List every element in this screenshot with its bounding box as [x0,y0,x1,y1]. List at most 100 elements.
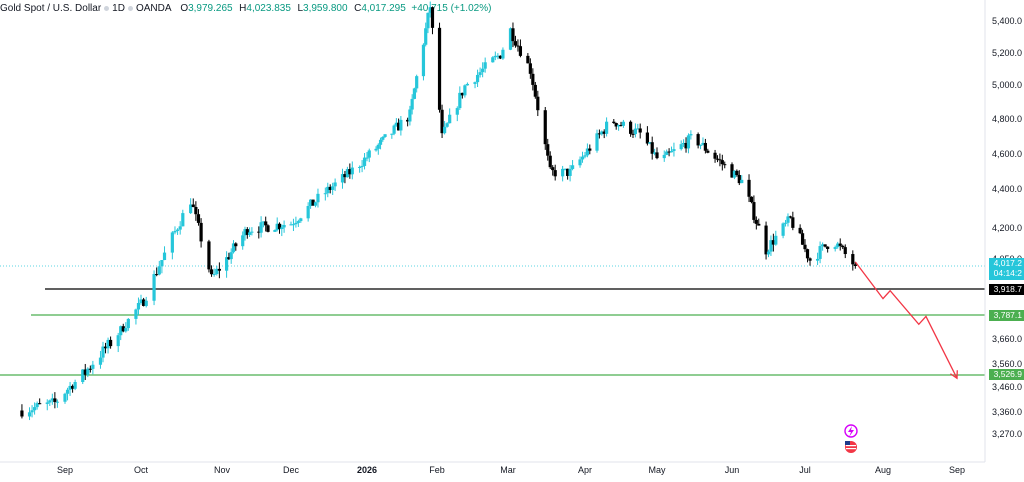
candle-body [595,133,599,151]
candle-body [175,229,180,231]
candle-body [106,339,110,349]
candle-body [570,165,575,169]
candle-body [259,222,263,233]
flag-canton [845,441,850,445]
candle-body [294,222,298,225]
candle-body [289,224,293,226]
candle-body [536,96,540,111]
candle-body [483,62,487,69]
candle-body [491,57,495,63]
candle-body [478,72,482,75]
candle-body [266,225,270,232]
candle-body [689,134,693,136]
candle-body [648,142,652,144]
candle-body [277,223,282,230]
candle-body [231,243,236,253]
candle-body [81,369,85,382]
candle-body [501,49,505,59]
candle-body [612,121,616,124]
candle-body [833,247,837,249]
projection-arrowhead [950,370,958,380]
candle-body [196,214,201,223]
candle-body [71,385,75,389]
candle-body [803,244,807,250]
candle-body [740,179,744,184]
candle-body [465,83,470,86]
candle-body [696,134,700,146]
candle-body [713,152,717,159]
candle-body [313,202,318,206]
candle-body [142,299,146,306]
candle-body [629,121,633,134]
last-price: 4,017.2 [993,258,1022,268]
candle-body [838,243,842,246]
lightning-glyph [848,426,854,437]
candle-body [548,155,552,168]
interval[interactable]: 1D [112,3,125,14]
candle-body [45,402,49,404]
candle-body [328,186,332,190]
candle-body [345,169,349,178]
axis-separator [0,0,986,463]
candle-body [27,412,32,417]
candle-body [458,92,462,109]
candle-body [68,385,72,390]
candle-body [440,109,444,134]
candle-body [410,98,414,110]
candle-body [243,229,247,236]
candle-body [408,109,412,122]
candle-body [791,217,795,228]
flag-stripe [846,448,856,450]
candle-body [306,206,310,219]
horizontal-levels [0,265,985,376]
candle-body [735,170,739,175]
candle-body [323,193,327,195]
candle-body [718,159,722,161]
candle-body [48,400,52,403]
candle-body [473,82,477,84]
candle-body [296,221,300,223]
candle-body [585,148,589,156]
candle-body [430,7,435,28]
candle-body [191,204,195,207]
candle-body [614,123,618,127]
candle-body [786,216,790,223]
candle-body [412,88,417,99]
candle-body [602,131,606,134]
candle-body [116,335,120,347]
candle-body [723,164,727,166]
symbol-name[interactable]: Gold Spot / U.S. Dollar [0,3,102,14]
candle-body [672,149,676,152]
y-tick-label: 5,400.0 [992,16,1023,26]
candle-body [55,401,59,403]
candle-body [645,132,649,144]
candle-body [383,134,387,137]
candle-body [248,232,252,235]
x-tick-label: May [648,465,666,475]
candle-body [851,254,855,265]
candle-body [126,318,130,329]
candle-body [257,231,261,233]
candle-body [426,12,430,29]
candle-body [826,246,830,249]
candle-body [600,131,604,135]
candle-body [280,227,284,230]
candle-body [65,389,70,394]
candle-body [155,274,159,276]
candle-body [365,157,369,159]
candle-body [526,55,530,64]
flag-stripe [846,445,856,447]
candle-body [437,27,442,110]
candle-body [516,45,520,47]
candle-body [836,243,840,248]
candle-body [617,124,621,127]
candle-body [299,218,303,222]
candle-body [655,152,659,159]
candle-body [665,151,669,155]
candle-body [374,148,378,151]
candle-body [331,186,335,190]
candle-body [316,193,320,203]
candle-body [134,309,138,319]
projection-path [854,261,958,380]
